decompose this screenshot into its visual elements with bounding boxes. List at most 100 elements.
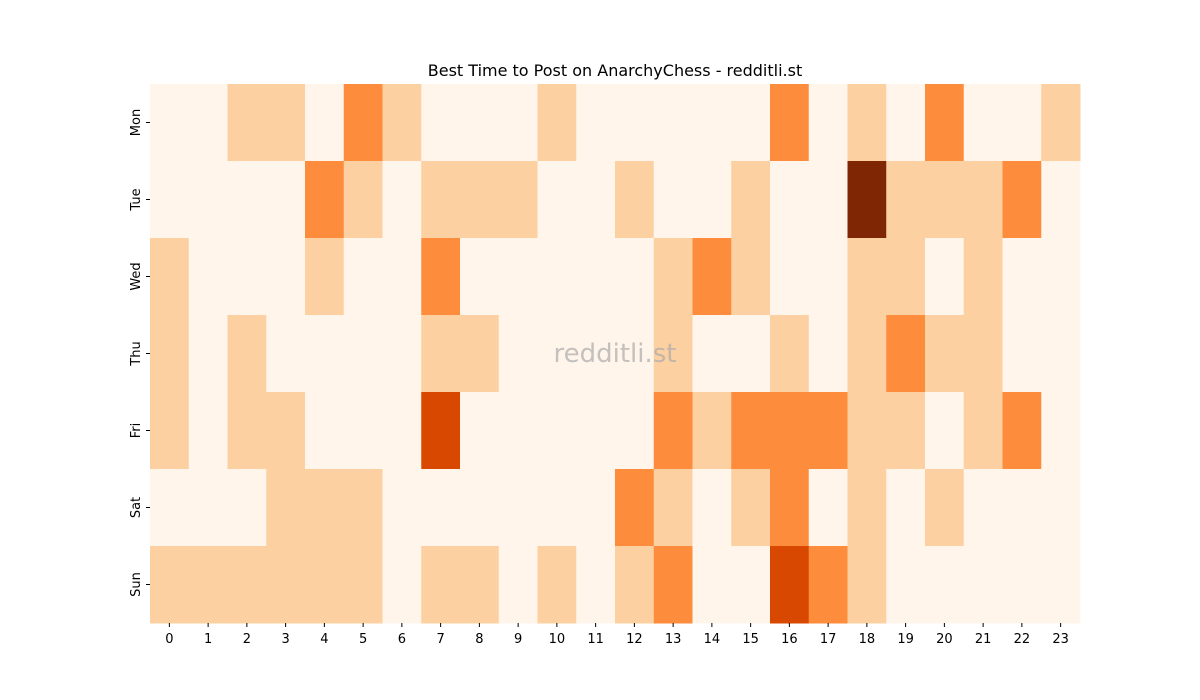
heatmap-cell-thu-17 [808,315,848,393]
heatmap-cell-sat-8 [460,469,500,547]
heatmap-cell-sun-21 [963,546,1003,624]
heatmap-cell-mon-2 [227,84,267,162]
heatmap-cell-tue-23 [1041,161,1081,239]
heatmap-cell-wed-5 [343,238,383,316]
heatmap-cell-mon-10 [537,84,577,162]
heatmap-cell-tue-10 [537,161,577,239]
watermark: redditli.st [554,339,677,369]
heatmap-cell-sat-5 [343,469,383,547]
heatmap-cell-thu-3 [266,315,306,393]
heatmap-cell-sat-7 [421,469,461,547]
heatmap-cell-wed-1 [188,238,228,316]
heatmap-cell-wed-6 [382,238,422,316]
heatmap-cell-thu-19 [886,315,926,393]
heatmap-cell-mon-21 [963,84,1003,162]
heatmap-cell-mon-23 [1041,84,1081,162]
heatmap-cell-sun-18 [847,546,887,624]
heatmap-cell-tue-0 [150,161,190,239]
heatmap-cell-thu-18 [847,315,887,393]
heatmap-cell-thu-14 [692,315,732,393]
heatmap-cell-wed-13 [653,238,693,316]
heatmap-cell-sat-9 [498,469,538,547]
heatmap-cell-fri-13 [653,392,693,470]
heatmap-cell-mon-1 [188,84,228,162]
heatmap-cell-mon-13 [653,84,693,162]
y-tick-label: Wed [129,262,144,290]
heatmap-cell-thu-1 [188,315,228,393]
heatmap-cell-sun-3 [266,546,306,624]
heatmap-cell-tue-14 [692,161,732,239]
heatmap-cell-thu-5 [343,315,383,393]
heatmap-cell-sat-4 [305,469,345,547]
heatmap-cell-sun-23 [1041,546,1081,624]
heatmap-cell-mon-8 [460,84,500,162]
heatmap-cell-sun-9 [498,546,538,624]
x-tick-label: 17 [820,632,837,647]
heatmap-cell-thu-23 [1041,315,1081,393]
heatmap-cell-tue-1 [188,161,228,239]
heatmap-cell-sat-3 [266,469,306,547]
heatmap-cell-sat-18 [847,469,887,547]
heatmap-cell-fri-3 [266,392,306,470]
heatmap-cell-mon-16 [770,84,810,162]
heatmap-cell-sun-19 [886,546,926,624]
heatmap-cell-sat-12 [615,469,655,547]
chart-title: Best Time to Post on AnarchyChess - redd… [428,61,802,80]
heatmap-cell-tue-9 [498,161,538,239]
heatmap-cell-tue-13 [653,161,693,239]
heatmap-cell-thu-22 [1002,315,1042,393]
heatmap-cell-thu-7 [421,315,461,393]
heatmap-cell-thu-20 [925,315,965,393]
heatmap-cell-thu-16 [770,315,810,393]
heatmap-cell-sun-20 [925,546,965,624]
x-tick-label: 19 [897,632,914,647]
heatmap-cell-wed-4 [305,238,345,316]
heatmap-cell-wed-14 [692,238,732,316]
heatmap-cell-sun-2 [227,546,267,624]
heatmap-cell-sat-17 [808,469,848,547]
x-tick-label: 15 [742,632,759,647]
heatmap-cell-thu-2 [227,315,267,393]
heatmap-cell-wed-8 [460,238,500,316]
x-axis: 0 1 2 3 4 5 6 7 8 9 10 11 12 13 14 15 16 17 18 19 20 21 22 23 [165,623,1069,647]
heatmap-cell-fri-5 [343,392,383,470]
heatmap-cell-wed-23 [1041,238,1081,316]
heatmap-cell-wed-21 [963,238,1003,316]
x-tick-label: 3 [281,632,289,647]
heatmap-cell-fri-1 [188,392,228,470]
x-tick-label: 6 [398,632,406,647]
heatmap-cell-thu-11 [576,315,616,393]
heatmap-cell-wed-15 [731,238,771,316]
heatmap-cell-mon-5 [343,84,383,162]
heatmap-cell-wed-11 [576,238,616,316]
heatmap-cell-mon-12 [615,84,655,162]
x-tick-label: 1 [204,632,212,647]
y-tick-label: Mon [129,109,144,136]
heatmap-cell-sat-0 [150,469,190,547]
heatmap-cell-sun-8 [460,546,500,624]
heatmap-cell-sun-13 [653,546,693,624]
heatmap-cell-mon-4 [305,84,345,162]
y-tick-label: Sun [129,572,144,597]
heatmap-cell-thu-15 [731,315,771,393]
x-tick-label: 10 [549,632,566,647]
heatmap-cell-wed-3 [266,238,306,316]
heatmap-cell-thu-8 [460,315,500,393]
heatmap-cell-tue-15 [731,161,771,239]
heatmap-cell-sat-6 [382,469,422,547]
heatmap-cell-tue-7 [421,161,461,239]
heatmap-cell-mon-22 [1002,84,1042,162]
heatmap-cell-sun-6 [382,546,422,624]
x-tick-label: 9 [514,632,522,647]
heatmap-cell-sun-7 [421,546,461,624]
heatmap-cell-sat-13 [653,469,693,547]
heatmap-cell-tue-5 [343,161,383,239]
heatmap-cell-fri-7 [421,392,461,470]
heatmap-cell-fri-4 [305,392,345,470]
heatmap-cell-mon-3 [266,84,306,162]
heatmap-cell-wed-12 [615,238,655,316]
heatmap-cell-thu-6 [382,315,422,393]
heatmap-cell-wed-20 [925,238,965,316]
heatmap-cell-fri-9 [498,392,538,470]
